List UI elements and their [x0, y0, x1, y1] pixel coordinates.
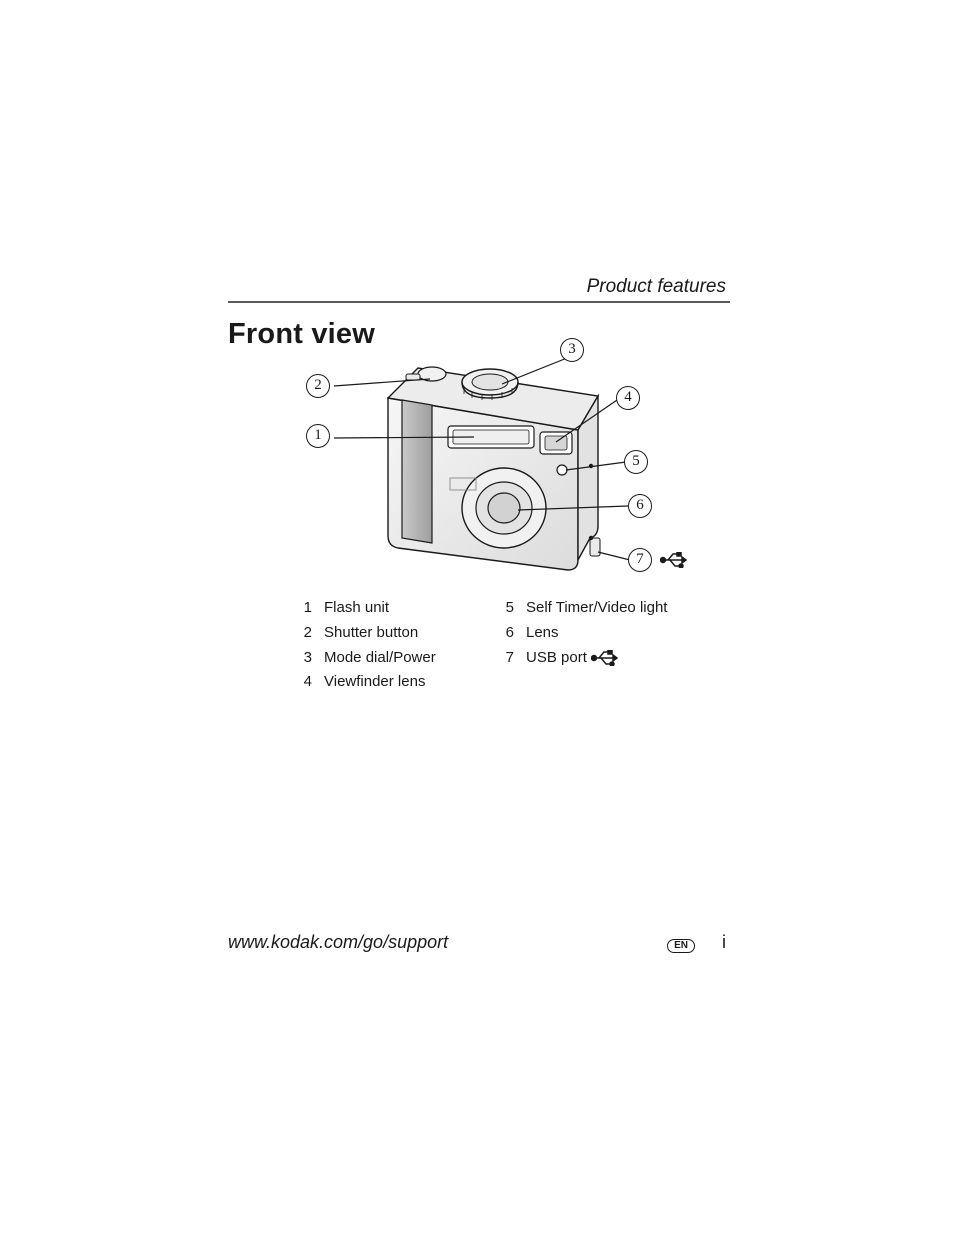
- legend-row: 5Self Timer/Video light: [500, 596, 667, 621]
- legend-label: Self Timer/Video light: [526, 596, 667, 621]
- camera-diagram: 1 2 3 4 5 6 7: [298, 338, 706, 598]
- footer-url: www.kodak.com/go/support: [228, 932, 448, 953]
- callout-2: 2: [306, 374, 330, 398]
- callout-4: 4: [616, 386, 640, 410]
- legend-label: Viewfinder lens: [324, 670, 425, 695]
- legend-row: 3Mode dial/Power: [298, 646, 436, 671]
- legend-row: 7 USB port: [500, 646, 667, 671]
- legend-row: 6Lens: [500, 621, 667, 646]
- legend-col-left: 1Flash unit 2Shutter button 3Mode dial/P…: [298, 596, 436, 695]
- callout-5: 5: [624, 450, 648, 474]
- header-rule: [228, 301, 730, 303]
- callout-6: 6: [628, 494, 652, 518]
- legend-label: Lens: [526, 621, 559, 646]
- legend-label: Flash unit: [324, 596, 389, 621]
- usb-icon: [591, 650, 621, 666]
- legend-col-right: 5Self Timer/Video light 6Lens 7 USB port: [500, 596, 667, 670]
- legend-label: Mode dial/Power: [324, 646, 436, 671]
- callout-3: 3: [560, 338, 584, 362]
- legend-row: 1Flash unit: [298, 596, 436, 621]
- legend-row: 4Viewfinder lens: [298, 670, 436, 695]
- legend-row: 2Shutter button: [298, 621, 436, 646]
- callout-7: 7: [628, 548, 690, 572]
- section-label: Product features: [587, 276, 726, 298]
- page-number: i: [722, 932, 726, 953]
- legend-label: Shutter button: [324, 621, 418, 646]
- legend-label: USB port: [526, 646, 587, 671]
- usb-icon: [660, 552, 690, 568]
- lang-badge: EN: [667, 935, 695, 953]
- callout-1: 1: [306, 424, 330, 448]
